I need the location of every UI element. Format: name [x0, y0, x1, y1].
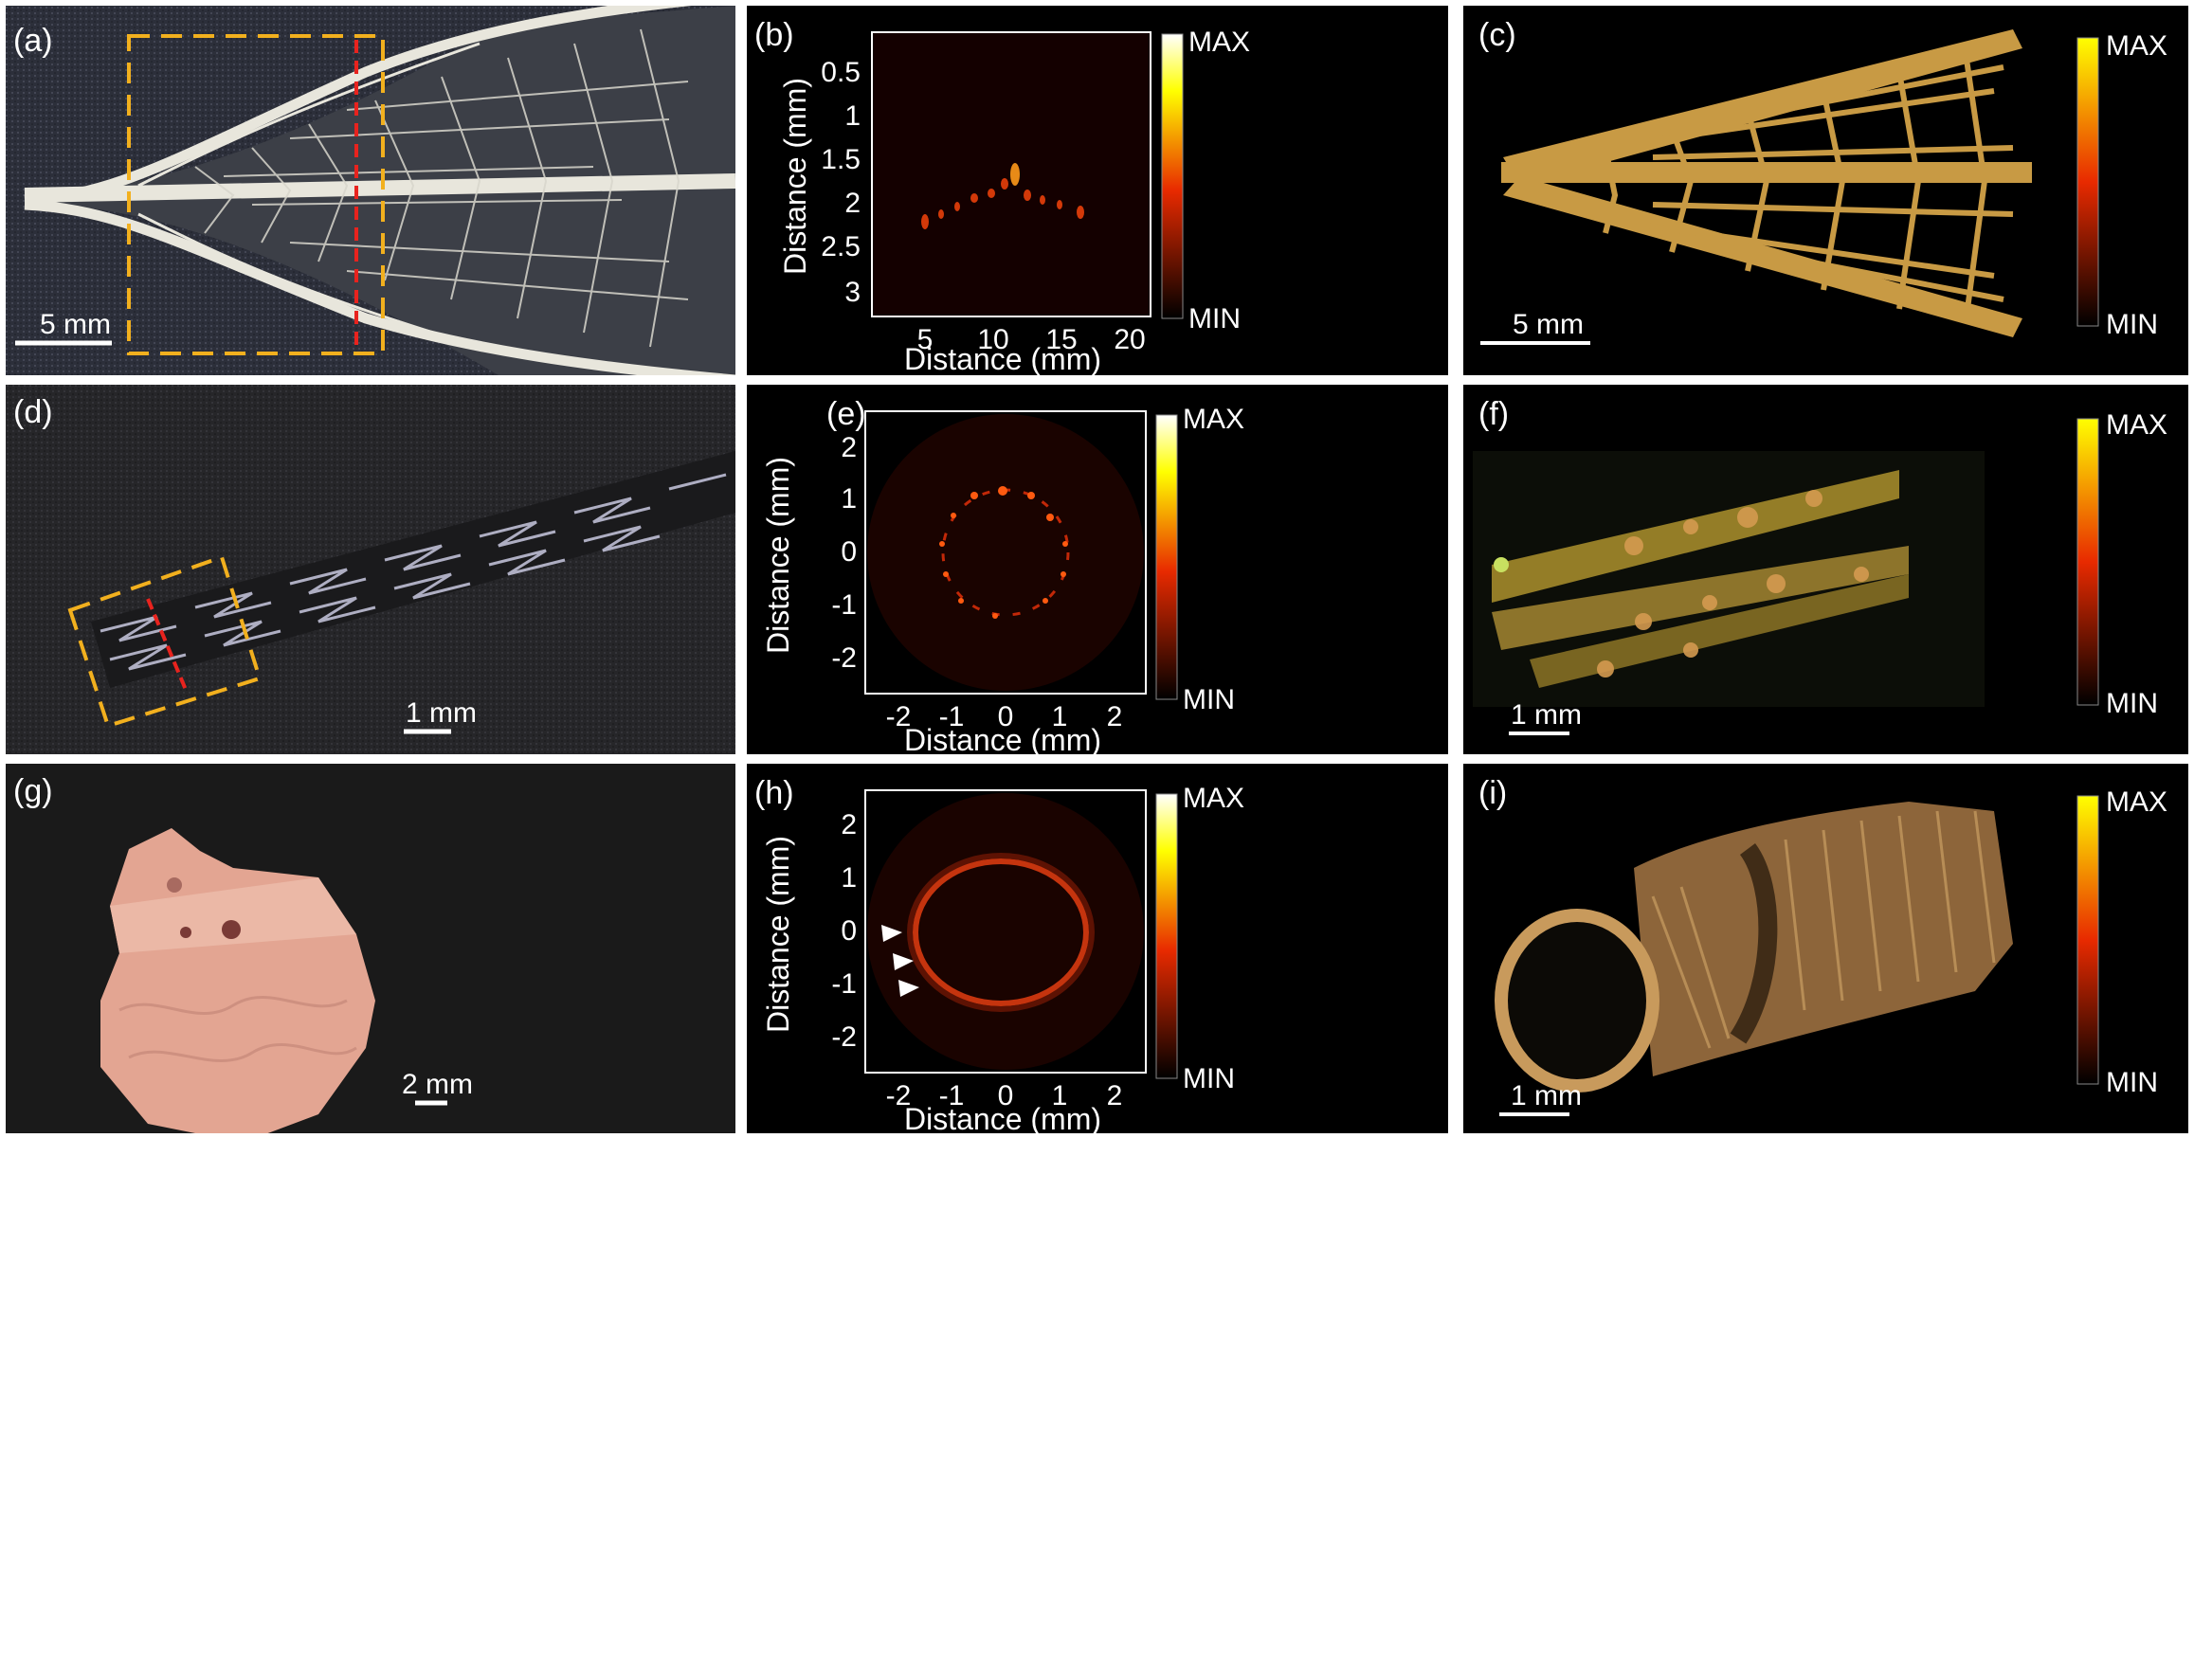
scale-bar-label: 1 mm: [1511, 1080, 1582, 1111]
panel-b-bscan: 0.5 1 1.5 2 2.5 3 5 10 15 20 Distance (m…: [747, 6, 1448, 375]
y-tick: -1: [831, 589, 857, 621]
scale-bar-label: 1 mm: [1511, 699, 1582, 731]
colorbar: [1161, 33, 1184, 319]
y-tick: 1: [841, 483, 857, 515]
bscan-y-ticks: 0.5 1 1.5 2 2.5 3: [821, 57, 861, 308]
y-tick: 1: [844, 100, 861, 132]
x-tick: -2: [886, 701, 912, 732]
roi-box: [67, 554, 263, 729]
y-tick: 0: [841, 536, 857, 568]
panel-d-stent-photo: (d) 1 mm: [6, 385, 735, 754]
tissue-render-illustration: (i) 1 mm MAX MIN: [1478, 775, 2167, 1116]
y-tick: 3: [844, 277, 861, 308]
colorbar-max: MAX: [2106, 30, 2167, 62]
x-tick: 0: [998, 1080, 1014, 1111]
roi-box: [127, 34, 385, 355]
leaf-photo-illustration: (a) 5 mm: [6, 6, 735, 375]
panel-i-3d-tissue: (i) 1 mm MAX MIN: [1463, 764, 2188, 1133]
panel-label: (c): [1478, 17, 1516, 53]
x-axis-label: Distance (mm): [904, 1102, 1101, 1133]
panel-e-stent-cross-section: 2 1 0 -1 -2 -2 -1 0 1 2 Distance (mm) Di…: [747, 385, 1448, 754]
panel-label: (b): [754, 17, 794, 53]
panel-label: (e): [826, 396, 866, 432]
y-tick: 1.5: [821, 144, 861, 175]
colorbar-min: MIN: [2106, 1067, 2158, 1098]
colorbar: [1155, 793, 1178, 1079]
colorbar: [2076, 418, 2099, 706]
x-tick: -2: [886, 1080, 912, 1111]
scale-bar-label: 5 mm: [40, 309, 111, 340]
x-tick: 2: [1107, 701, 1123, 732]
x-axis-label: Distance (mm): [904, 342, 1101, 375]
panel-label: (i): [1478, 775, 1507, 811]
y-tick: 1: [841, 862, 857, 894]
x-axis-label: Distance (mm): [904, 723, 1101, 754]
colorbar-min: MIN: [2106, 309, 2158, 340]
x-tick: 5: [917, 324, 934, 355]
x-tick: 15: [1045, 324, 1077, 355]
tissue-photo-illustration: (g) 2 mm: [13, 773, 473, 1133]
colorbar-min: MIN: [1188, 303, 1241, 334]
panel-f-3d-stent: (f) 1 mm MAX MIN: [1463, 385, 2188, 754]
x-tick: -1: [939, 1080, 965, 1111]
y-tick: 2: [841, 432, 857, 463]
panel-a-leaf-photo: (a) 5 mm: [6, 6, 735, 375]
colorbar-min: MIN: [1183, 1063, 1235, 1094]
colorbar-max: MAX: [1188, 27, 1250, 58]
colorbar-min: MIN: [2106, 688, 2158, 719]
h-y-ticks: 2 1 0 -1 -2: [831, 809, 857, 1053]
panel-g-tissue-photo: (g) 2 mm: [6, 764, 735, 1133]
y-tick: -2: [831, 1021, 857, 1053]
panel-label: (f): [1478, 396, 1509, 432]
colorbar: [2076, 37, 2099, 327]
e-y-ticks: 2 1 0 -1 -2: [831, 432, 857, 674]
scale-bar-label: 1 mm: [406, 697, 477, 729]
panel-label: (h): [754, 775, 794, 811]
arrowheads: [881, 925, 919, 997]
leaf-render-illustration: (c) 5 mm MAX MIN: [1478, 17, 2167, 345]
y-axis-label: Distance (mm): [778, 78, 812, 275]
scale-bar-label: 2 mm: [402, 1069, 473, 1100]
colorbar: [2076, 795, 2099, 1085]
stent-cross-section-plot: 2 1 0 -1 -2 -2 -1 0 1 2 Distance (mm) Di…: [761, 396, 1244, 754]
colorbar-max: MAX: [1183, 404, 1244, 435]
y-tick: 0: [841, 915, 857, 947]
x-tick: -1: [939, 701, 965, 732]
x-tick: 10: [977, 324, 1008, 355]
colorbar-max: MAX: [1183, 783, 1244, 814]
y-axis-label: Distance (mm): [761, 457, 795, 654]
panel-label: (a): [13, 23, 53, 59]
x-tick: 20: [1114, 324, 1145, 355]
e-x-ticks: -2 -1 0 1 2: [886, 701, 1123, 732]
bscan-x-ticks: 5 10 15 20: [917, 324, 1146, 355]
colorbar-max: MAX: [2106, 786, 2167, 818]
h-x-ticks: -2 -1 0 1 2: [886, 1080, 1123, 1111]
stent-photo-illustration: (d) 1 mm: [6, 385, 735, 754]
colorbar: [1155, 414, 1178, 700]
stent-render-illustration: (f) 1 mm MAX MIN: [1473, 396, 2167, 735]
panel-label: (g): [13, 773, 53, 809]
x-tick: 1: [1052, 1080, 1068, 1111]
panel-label: (d): [13, 394, 53, 430]
colorbar-min: MIN: [1183, 684, 1235, 715]
x-tick: 2: [1107, 1080, 1123, 1111]
scale-bar-label: 5 mm: [1513, 309, 1584, 340]
y-tick: -2: [831, 642, 857, 674]
y-tick: 2: [841, 809, 857, 840]
y-tick: 0.5: [821, 57, 861, 88]
y-axis-label: Distance (mm): [761, 836, 795, 1033]
x-tick: 1: [1052, 701, 1068, 732]
x-tick: 0: [998, 701, 1014, 732]
panel-c-3d-leaf: (c) 5 mm MAX MIN: [1463, 6, 2188, 375]
y-tick: 2: [844, 188, 861, 219]
colorbar-max: MAX: [2106, 409, 2167, 441]
y-tick: 2.5: [821, 231, 861, 262]
tissue-cross-section-plot: 2 1 0 -1 -2 -2 -1 0 1 2 Distance (mm) Di…: [754, 775, 1244, 1133]
y-tick: -1: [831, 968, 857, 1000]
panel-h-tissue-cross-section: 2 1 0 -1 -2 -2 -1 0 1 2 Distance (mm) Di…: [747, 764, 1448, 1133]
bscan-plot: 0.5 1 1.5 2 2.5 3 5 10 15 20 Distance (m…: [754, 17, 1250, 375]
